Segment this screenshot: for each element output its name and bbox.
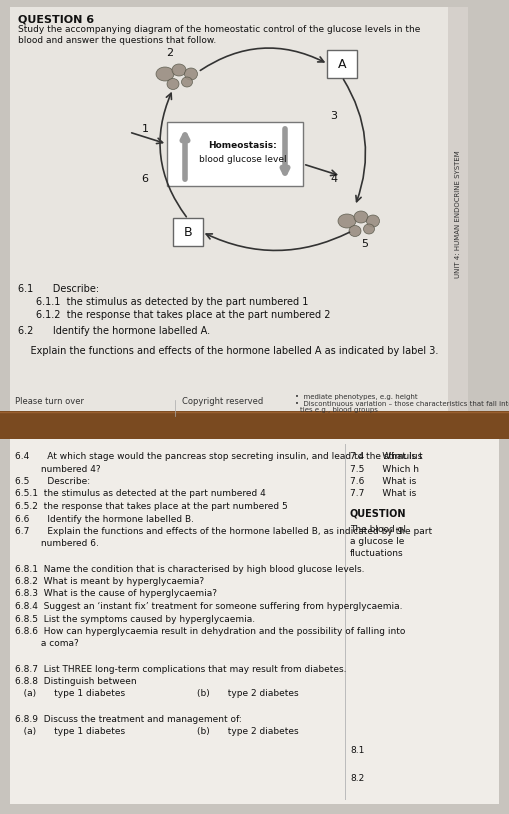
FancyBboxPatch shape: [10, 439, 499, 804]
Text: 6.6  Identify the hormone labelled B.: 6.6 Identify the hormone labelled B.: [15, 514, 194, 523]
Text: 6.5.2  the response that takes place at the part numbered 5: 6.5.2 the response that takes place at t…: [15, 502, 288, 511]
Text: B: B: [184, 225, 192, 239]
Text: numbered 6.: numbered 6.: [15, 540, 99, 549]
Text: 7.7  What is: 7.7 What is: [350, 489, 416, 498]
Text: blood and answer the questions that follow.: blood and answer the questions that foll…: [18, 36, 216, 45]
Text: Explain the functions and effects of the hormone labelled A as indicated by labe: Explain the functions and effects of the…: [18, 347, 438, 357]
Text: 6.7  Explain the functions and effects of the hormone labelled B, as indicated b: 6.7 Explain the functions and effects of…: [15, 527, 432, 536]
Text: blood glucose level: blood glucose level: [199, 155, 287, 164]
Text: The blood gl: The blood gl: [350, 524, 406, 533]
Text: Please turn over: Please turn over: [15, 397, 84, 406]
Text: 7.4  What is t: 7.4 What is t: [350, 452, 422, 461]
Text: 6.8.8  Distinguish between: 6.8.8 Distinguish between: [15, 677, 136, 686]
Ellipse shape: [363, 224, 375, 234]
Ellipse shape: [354, 211, 368, 223]
Text: 2: 2: [166, 48, 174, 58]
Text: QUESTION: QUESTION: [350, 508, 407, 519]
Text: Study the accompanying diagram of the homeostatic control of the glucose levels : Study the accompanying diagram of the ho…: [18, 25, 420, 34]
Text: ties e.g., blood groups: ties e.g., blood groups: [300, 407, 378, 413]
Text: 6: 6: [142, 174, 149, 184]
Text: 6.4  At which stage would the pancreas stop secreting insulin, and lead to the s: 6.4 At which stage would the pancreas st…: [15, 452, 422, 461]
Ellipse shape: [156, 67, 174, 81]
Text: a coma?: a coma?: [15, 640, 79, 649]
Text: 6.1.1  the stimulus as detected by the part numbered 1: 6.1.1 the stimulus as detected by the pa…: [36, 297, 308, 307]
Text: 6.8.4  Suggest an ‘instant fix’ treatment for someone suffering from hyperglycae: 6.8.4 Suggest an ‘instant fix’ treatment…: [15, 602, 403, 611]
Text: (a)  type 1 diabetes                         (b)  type 2 diabetes: (a) type 1 diabetes (b) type 2 diabetes: [15, 689, 299, 698]
Text: 6.8.7  List THREE long-term complications that may result from diabetes.: 6.8.7 List THREE long-term complications…: [15, 664, 347, 673]
Text: 6.5  Describe:: 6.5 Describe:: [15, 477, 90, 486]
Text: 3: 3: [330, 111, 337, 121]
Text: 6.1.2  the response that takes place at the part numbered 2: 6.1.2 the response that takes place at t…: [36, 310, 330, 320]
Text: Homeostasis:: Homeostasis:: [209, 142, 277, 151]
FancyBboxPatch shape: [0, 411, 509, 439]
Text: 4: 4: [330, 174, 337, 184]
Text: 6.8.1  Name the condition that is characterised by high blood glucose levels.: 6.8.1 Name the condition that is charact…: [15, 564, 364, 574]
FancyBboxPatch shape: [167, 122, 303, 186]
Text: •  mediate phenotypes, e.g. height: • mediate phenotypes, e.g. height: [295, 394, 417, 400]
Text: 6.8.9  Discuss the treatment and management of:: 6.8.9 Discuss the treatment and manageme…: [15, 715, 242, 724]
Text: 8.2: 8.2: [350, 774, 364, 783]
Ellipse shape: [172, 64, 186, 76]
FancyBboxPatch shape: [173, 218, 203, 246]
FancyBboxPatch shape: [327, 50, 357, 78]
Ellipse shape: [366, 215, 380, 227]
Text: 6.8.2  What is meant by hyperglycaemia?: 6.8.2 What is meant by hyperglycaemia?: [15, 577, 204, 586]
Text: 6.8.5  List the symptoms caused by hyperglycaemia.: 6.8.5 List the symptoms caused by hyperg…: [15, 615, 255, 624]
Text: 6.8.6  How can hyperglycaemia result in dehydration and the possibility of falli: 6.8.6 How can hyperglycaemia result in d…: [15, 627, 405, 636]
Text: A: A: [338, 58, 346, 71]
Text: 1: 1: [142, 124, 149, 134]
Text: numbered 4?: numbered 4?: [15, 465, 101, 474]
Text: 6.8.3  What is the cause of hyperglycaemia?: 6.8.3 What is the cause of hyperglycaemi…: [15, 589, 217, 598]
Ellipse shape: [182, 77, 192, 87]
Text: 5: 5: [361, 239, 369, 249]
Ellipse shape: [349, 225, 361, 237]
FancyBboxPatch shape: [448, 7, 468, 419]
Ellipse shape: [338, 214, 356, 228]
Text: fluctuations: fluctuations: [350, 549, 404, 558]
Text: 6.1  Describe:: 6.1 Describe:: [18, 284, 99, 294]
Text: 8.1: 8.1: [350, 746, 364, 755]
Text: •  Discontinuous variation – those characteristics that fall into distinct ca: • Discontinuous variation – those charac…: [295, 401, 509, 407]
FancyBboxPatch shape: [10, 7, 468, 419]
Text: 7.5  Which h: 7.5 Which h: [350, 465, 419, 474]
Text: (a)  type 1 diabetes                         (b)  type 2 diabetes: (a) type 1 diabetes (b) type 2 diabetes: [15, 727, 299, 736]
Text: Copyright reserved: Copyright reserved: [182, 397, 263, 406]
Text: a glucose le: a glucose le: [350, 537, 404, 546]
Ellipse shape: [167, 78, 179, 90]
Text: UNIT 4: HUMAN ENDOCRINE SYSTEM: UNIT 4: HUMAN ENDOCRINE SYSTEM: [455, 150, 461, 278]
Text: QUESTION 6: QUESTION 6: [18, 14, 94, 24]
Text: 6.2  Identify the hormone labelled A.: 6.2 Identify the hormone labelled A.: [18, 326, 210, 335]
Text: 6.5.1  the stimulus as detected at the part numbered 4: 6.5.1 the stimulus as detected at the pa…: [15, 489, 266, 498]
Ellipse shape: [184, 68, 197, 80]
Text: 7.6  What is: 7.6 What is: [350, 477, 416, 486]
